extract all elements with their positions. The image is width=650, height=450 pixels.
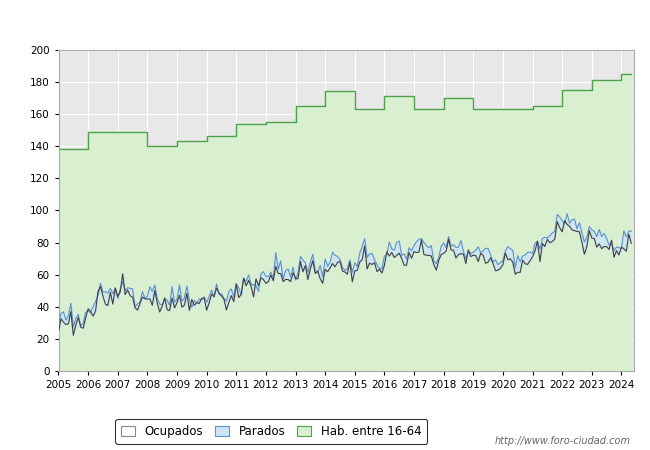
Legend: Ocupados, Parados, Hab. entre 16-64: Ocupados, Parados, Hab. entre 16-64 <box>115 419 428 444</box>
Text: http://www.foro-ciudad.com: http://www.foro-ciudad.com <box>495 436 630 446</box>
Text: Madremanya - Evolucion de la poblacion en edad de Trabajar Mayo de 2024: Madremanya - Evolucion de la poblacion e… <box>55 17 595 30</box>
